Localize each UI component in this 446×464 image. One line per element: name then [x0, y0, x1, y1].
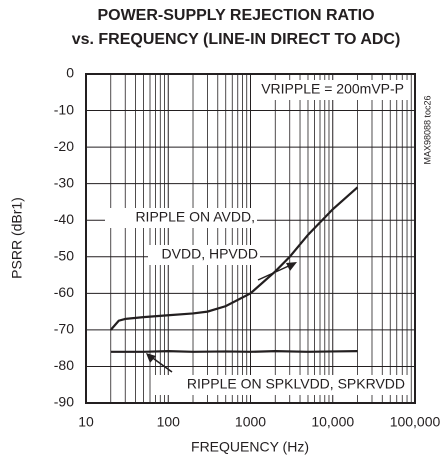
label-bg — [148, 245, 260, 265]
annotation: MAX98088 toc26 — [422, 95, 432, 164]
x-tick-label: 10,000 — [311, 414, 354, 430]
series-line — [109, 186, 359, 331]
annotation: DVDD, HPVDD — [162, 246, 258, 262]
annotation: RIPPLE ON SPKLVDD, SPKRVDD — [187, 376, 405, 392]
plot — [109, 186, 359, 353]
annotation: VRIPPLE = 200mVP-P — [261, 81, 404, 97]
y-tick-label: -40 — [54, 211, 74, 227]
x-axis-label: FREQUENCY (Hz) — [191, 439, 309, 455]
chart-subtitle: vs. FREQUENCY (LINE-IN DIRECT TO ADC) — [72, 31, 401, 48]
y-tick-label: -20 — [54, 138, 74, 154]
label-bg — [155, 375, 410, 395]
arrow — [257, 263, 294, 281]
x-tick-label: 100 — [157, 414, 181, 430]
y-tick-label: -90 — [54, 394, 74, 410]
y-tick-label: -80 — [54, 357, 74, 373]
y-axis-label: PSRR (dBr1) — [9, 197, 25, 279]
x-tick-label: 100,000 — [390, 414, 441, 430]
arrow-head — [146, 353, 156, 363]
grid — [85, 73, 416, 404]
y-tick-label: -10 — [54, 101, 74, 117]
y-tick-label: -70 — [54, 321, 74, 337]
x-tick-label: 1000 — [235, 414, 266, 430]
y-tick-label: -30 — [54, 174, 74, 190]
chart-title: POWER-SUPPLY REJECTION RATIO — [97, 7, 374, 24]
y-tick-label: 0 — [66, 65, 74, 81]
arrow-head — [286, 262, 297, 271]
annotation: RIPPLE ON AVDD, — [135, 209, 255, 225]
label-bg — [105, 208, 257, 228]
y-tick-label: -60 — [54, 284, 74, 300]
y-tick-label: -50 — [54, 247, 74, 263]
x-tick-label: 10 — [78, 414, 94, 430]
plot-frame — [85, 73, 416, 404]
series-line — [110, 349, 358, 353]
label-bg — [274, 80, 410, 100]
